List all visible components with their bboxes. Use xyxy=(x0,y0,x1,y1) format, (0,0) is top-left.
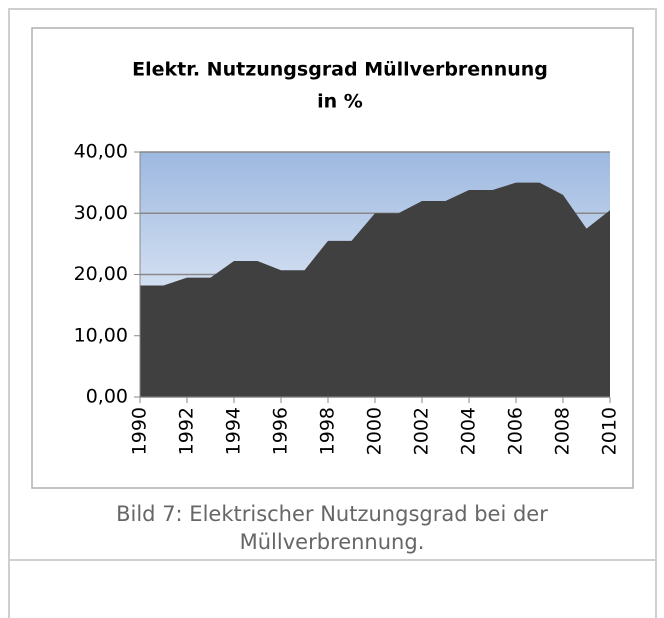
x-tick-label: 1998 xyxy=(317,407,339,455)
y-tick-label: 10,00 xyxy=(74,324,128,346)
chart-title: in % xyxy=(317,91,363,113)
x-tick-label: 2002 xyxy=(411,407,433,455)
x-tick-label: 1992 xyxy=(176,407,198,455)
x-tick-label: 1994 xyxy=(223,407,245,455)
x-tick-label: 1990 xyxy=(129,407,151,455)
outer-frame xyxy=(8,8,657,618)
y-tick-label: 40,00 xyxy=(74,141,128,163)
x-tick-label: 2008 xyxy=(552,407,574,455)
caption: Müllverbrennung. xyxy=(240,530,425,554)
y-tick-label: 30,00 xyxy=(74,202,128,224)
caption: Bild 7: Elektrischer Nutzungsgrad bei de… xyxy=(116,502,548,526)
area xyxy=(140,182,610,397)
y-tick-label: 0,00 xyxy=(86,386,128,408)
x-tick-label: 2010 xyxy=(599,407,621,455)
x-tick-label: 2006 xyxy=(505,407,527,455)
chart-title: Elektr. Nutzungsgrad Müllverbrennung xyxy=(132,59,548,81)
y-tick-label: 20,00 xyxy=(74,263,128,285)
x-tick-label: 1996 xyxy=(270,407,292,455)
x-tick-label: 2004 xyxy=(458,407,480,455)
x-tick-label: 2000 xyxy=(364,407,386,455)
